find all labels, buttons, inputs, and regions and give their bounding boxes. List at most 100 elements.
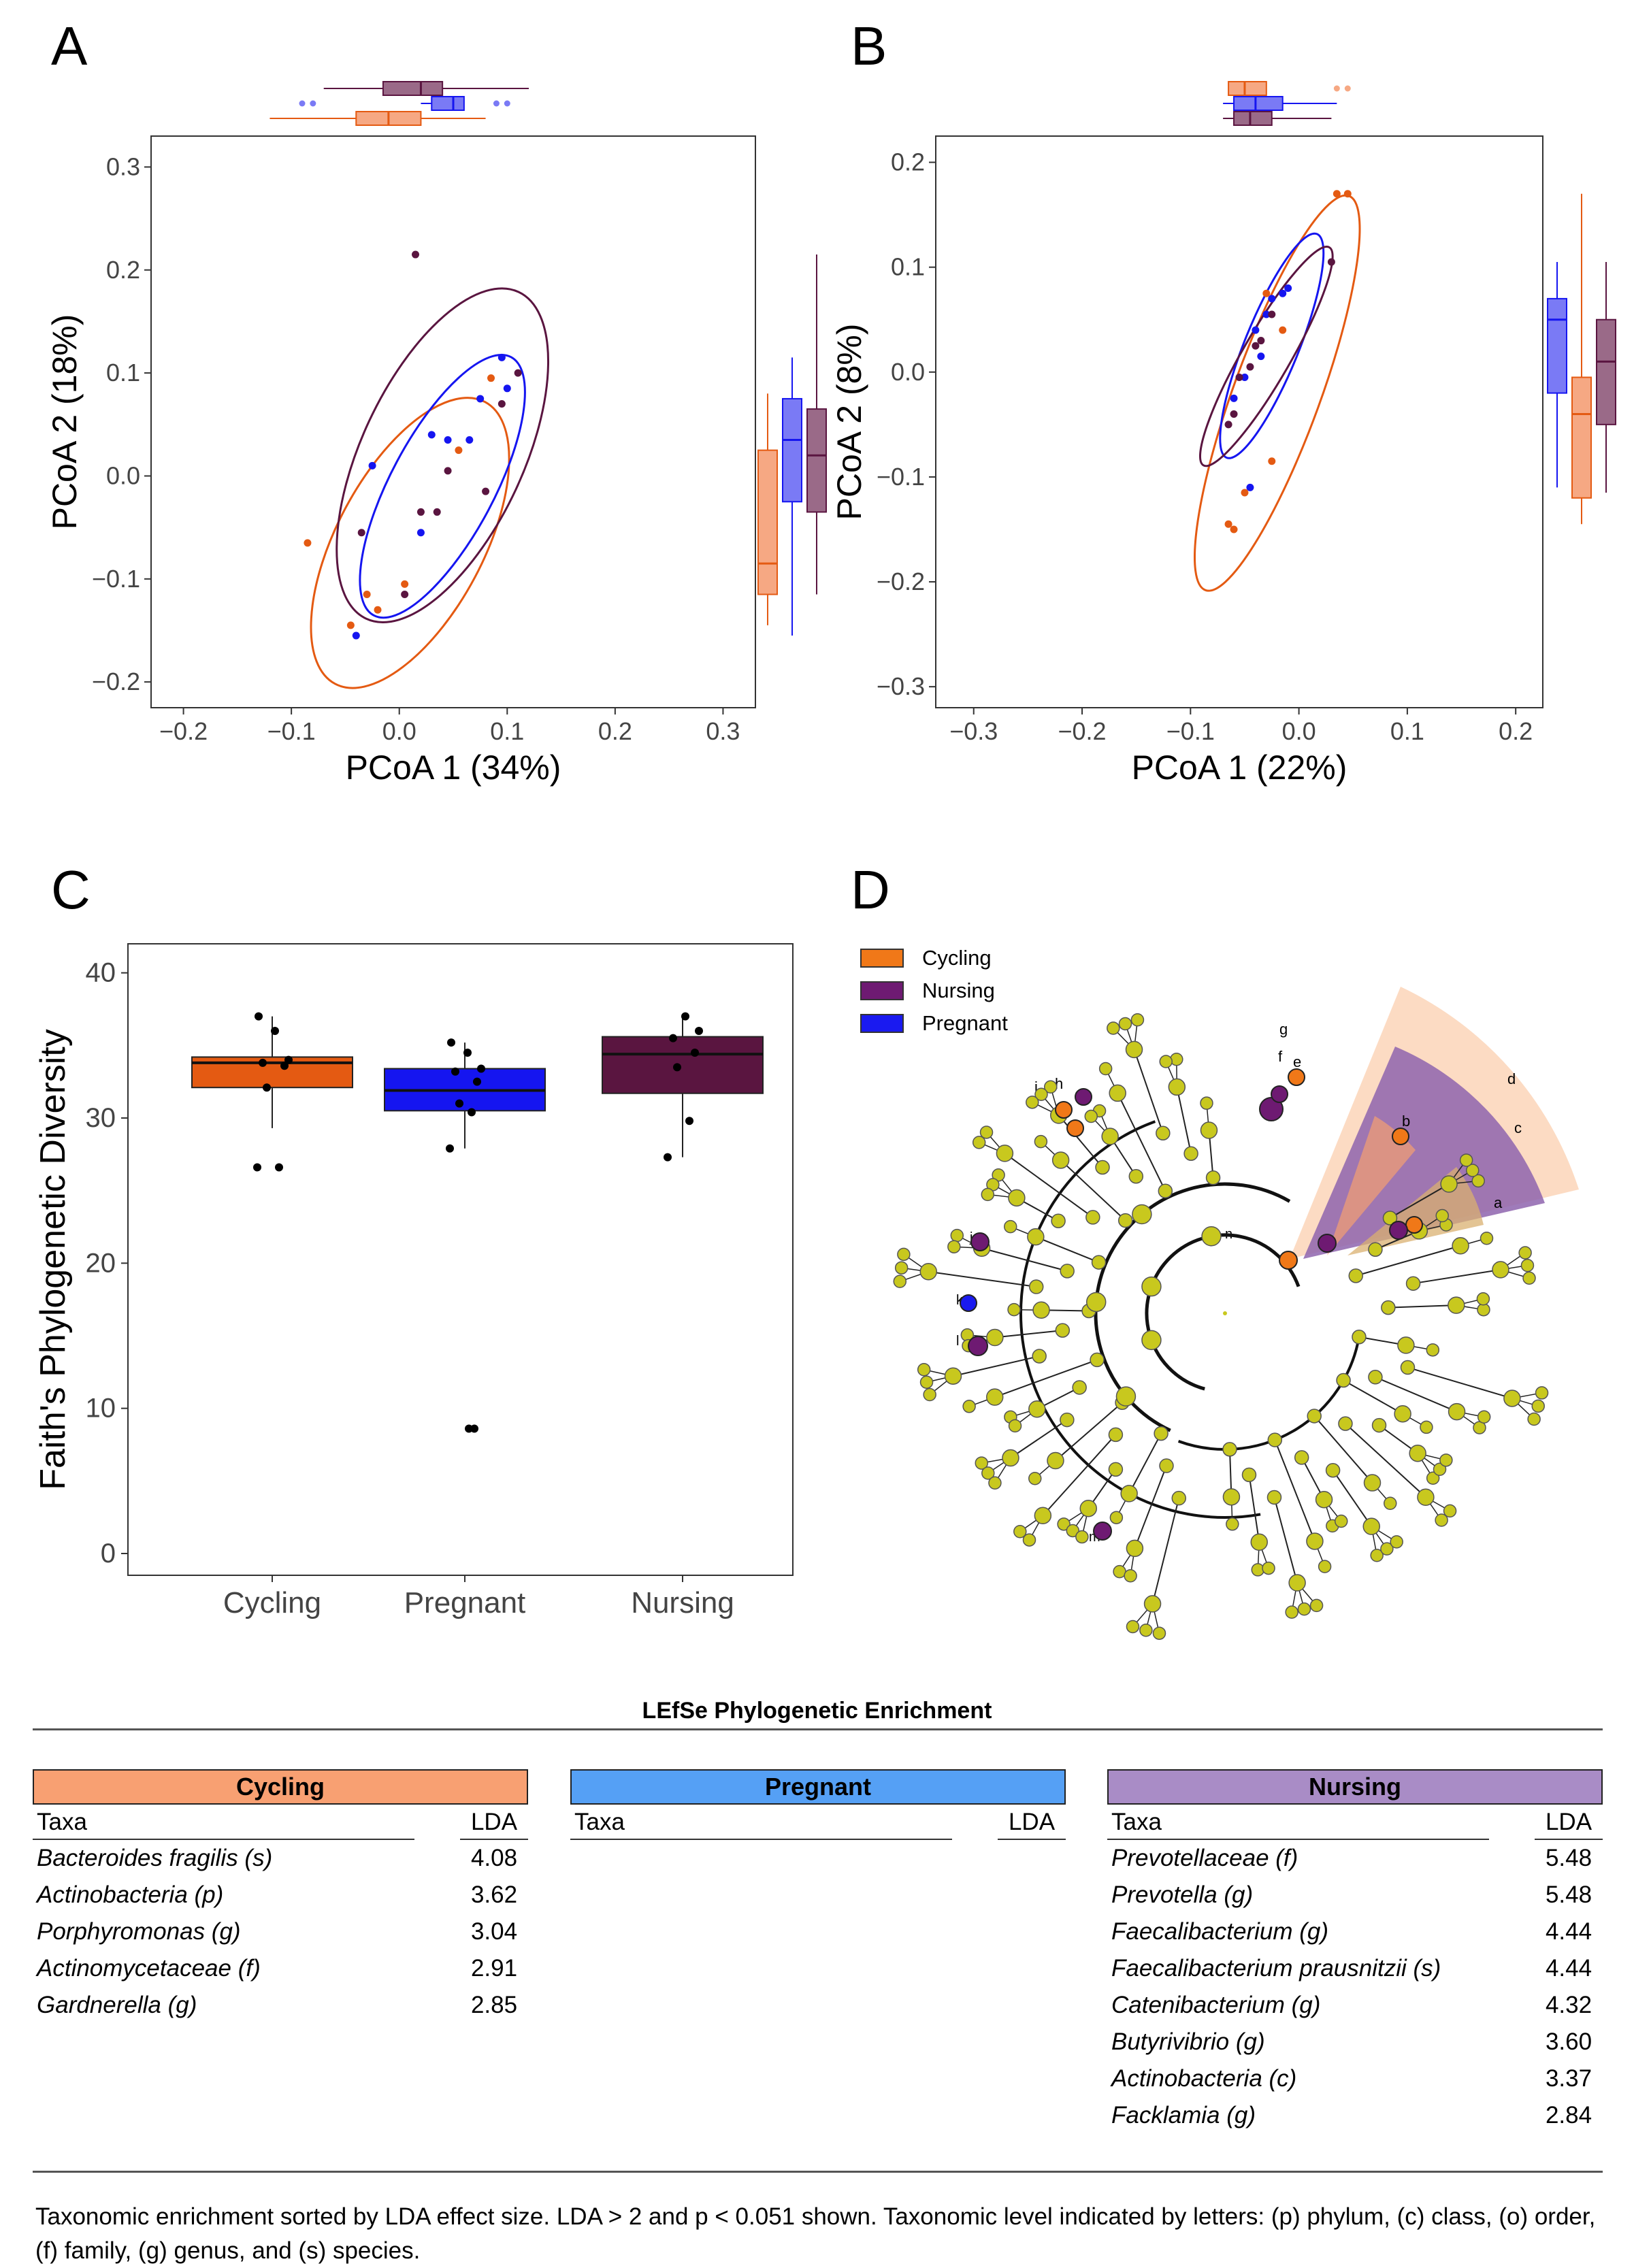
- leaf-node: [1309, 1598, 1324, 1613]
- leaf-node: [1057, 1517, 1071, 1531]
- leaf-node: [950, 1228, 964, 1243]
- data-point-pregnant: [470, 1424, 478, 1433]
- panel-header-pregnant: Pregnant: [570, 1769, 1066, 1805]
- column-header-row: Taxa LDA: [33, 1809, 528, 1840]
- lda-value: 4.08: [470, 1845, 518, 1871]
- enriched-node: [1271, 1085, 1288, 1103]
- leaf-node: [894, 1261, 909, 1275]
- table-row: Catenibacterium (g) 4.32: [1107, 1987, 1603, 2024]
- data-point-pregnant: [446, 1144, 454, 1153]
- clade-node: [1400, 1360, 1416, 1375]
- x-tick-label: −0.1: [1166, 717, 1215, 745]
- point-cycling: [1241, 489, 1249, 497]
- clade-node: [1072, 1380, 1087, 1395]
- leaf-node: [1043, 1080, 1058, 1094]
- taxon-name: Prevotella (g): [1111, 1881, 1254, 1908]
- point-pregnant: [1241, 373, 1249, 381]
- clade-node: [1032, 1349, 1047, 1364]
- point-cycling: [1333, 190, 1341, 198]
- clade-node: [1034, 1507, 1052, 1525]
- lefse-title: LEfSe Phylogenetic Enrichment: [642, 1698, 992, 1724]
- data-point-pregnant: [455, 1099, 463, 1108]
- leaf-node: [1318, 1560, 1332, 1573]
- marginal-x-outlier-pregnant: [504, 100, 510, 107]
- pcoa-chart-a: −0.2 −0.1 0.0 0.1 0.2 0.3 −0.2 −0.1 0.0 0.1 0.2 0.3…: [46, 81, 827, 787]
- point-pregnant: [1252, 326, 1260, 334]
- leaf-node: [1008, 1419, 1022, 1433]
- data-point-cycling: [253, 1163, 261, 1172]
- leaf-node: [1383, 1496, 1397, 1510]
- clade-node: [1440, 1175, 1458, 1193]
- y-tick-label: 0.1: [891, 253, 925, 281]
- x-tick-label: 0.0: [382, 717, 416, 745]
- enriched-node: [1279, 1251, 1298, 1270]
- leaf-node: [1426, 1471, 1440, 1485]
- clade-branch: [1004, 1153, 1094, 1218]
- leaf-node: [1159, 1055, 1173, 1068]
- leaf-node: [1459, 1153, 1473, 1167]
- clade-node: [1060, 1412, 1075, 1428]
- leaf-node: [1335, 1514, 1348, 1528]
- data-point-cycling: [284, 1055, 293, 1064]
- leaf-node: [1476, 1292, 1490, 1306]
- enriched-node: [1093, 1522, 1112, 1541]
- leaf-node: [1022, 1533, 1036, 1547]
- enriched-node: [1389, 1221, 1408, 1240]
- clade-node: [1315, 1490, 1333, 1509]
- lda-column-header: LDA: [1535, 1809, 1603, 1840]
- marginal-y-box-pregnant: [782, 397, 802, 503]
- marginal-y-box-nursing: [1596, 318, 1616, 425]
- clade-node: [1394, 1404, 1411, 1423]
- table-row: Faecalibacterium prausnitzii (s) 4.44: [1107, 1950, 1603, 1987]
- taxon-name: Prevotellaceae (f): [1111, 1845, 1298, 1871]
- y-tick-label: −0.1: [92, 565, 140, 593]
- data-point-cycling: [259, 1058, 267, 1067]
- leaf-node: [1107, 1021, 1120, 1035]
- data-point-pregnant: [473, 1077, 481, 1086]
- leaf-node: [1013, 1524, 1027, 1539]
- clade-branch: [1332, 1470, 1373, 1527]
- clade-node: [1051, 1213, 1066, 1229]
- clade-node: [1027, 1228, 1045, 1246]
- y-tick-label: 0.1: [106, 359, 140, 387]
- clade-letter-i: i: [1034, 1079, 1038, 1096]
- y-tick-label: −0.2: [877, 568, 925, 595]
- lda-value: 3.04: [470, 1918, 518, 1945]
- clade-letter-f: f: [1278, 1048, 1283, 1065]
- leaf-node: [1098, 1062, 1113, 1076]
- marginal-x-box-pregnant: [431, 96, 465, 111]
- point-cycling: [401, 580, 409, 588]
- clade-branch: [1151, 1498, 1180, 1605]
- clade-branch: [1413, 1268, 1501, 1285]
- table-row: Porphyromonas (g) 3.04: [33, 1913, 528, 1950]
- legend-swatch-cycling: [860, 949, 904, 968]
- point-pregnant: [465, 435, 474, 444]
- point-nursing: [416, 508, 425, 516]
- clade-node: [1267, 1432, 1283, 1447]
- leaf-node: [1518, 1246, 1532, 1260]
- figure-canvas: A B C D −0.2 −0.1 0.0 0.1 0.2 0.3 −0.2 −0.1 0.0 0…: [33, 16, 1616, 1640]
- leaf-node: [1028, 1471, 1042, 1485]
- leaf-node: [1439, 1453, 1453, 1467]
- taxa-column-header: Taxa: [33, 1809, 414, 1840]
- clade-branch: [1060, 1160, 1126, 1221]
- clade-node: [1183, 1146, 1198, 1161]
- clade-node: [1109, 1084, 1126, 1102]
- panel-letter-a: A: [51, 16, 88, 76]
- leaf-node: [917, 1363, 931, 1377]
- data-point-nursing: [669, 1034, 677, 1042]
- taxon-name: Bacteroides fragilis (s): [37, 1845, 273, 1871]
- clade-node: [1363, 1474, 1382, 1492]
- clade-arc: [1145, 1233, 1301, 1391]
- x-tick-label: −0.2: [159, 717, 208, 745]
- enriched-node: [968, 1336, 988, 1356]
- point-cycling: [1224, 520, 1232, 528]
- leaf-node: [1535, 1386, 1549, 1400]
- clade-branch: [1128, 1433, 1162, 1494]
- y-tick-label: 0.2: [106, 256, 140, 284]
- x-tick-label: −0.2: [1058, 717, 1106, 745]
- leaf-node: [1471, 1174, 1485, 1188]
- clade-node: [1028, 1400, 1046, 1418]
- clade-node: [1222, 1442, 1237, 1457]
- clade-node: [1371, 1417, 1387, 1433]
